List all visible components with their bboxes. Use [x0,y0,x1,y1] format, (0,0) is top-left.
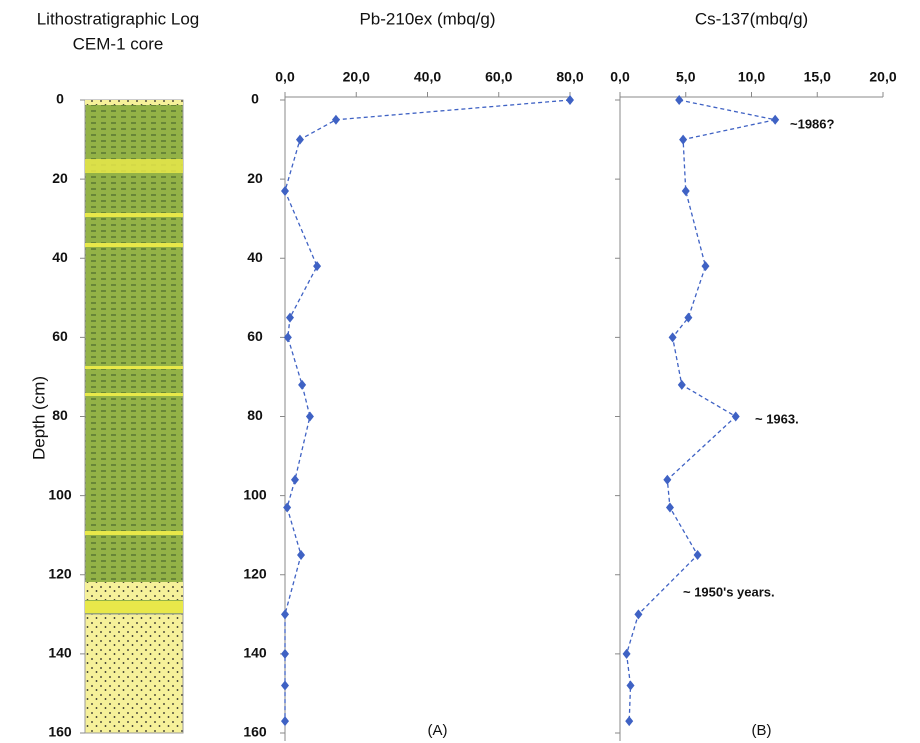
y-tick-label: 100 [243,486,267,502]
y-axis-label: Depth (cm) [29,376,48,460]
y-tick-label: 40 [52,249,68,265]
x-tick-label: 10,0 [738,69,765,85]
data-point [701,261,710,272]
x-tick-label: 20,0 [343,69,370,85]
log-title: Lithostratigraphic Log [37,9,200,28]
data-point [684,312,693,323]
x-tick-label: 0,0 [275,69,295,85]
data-point [625,716,634,727]
x-tick-label: 40,0 [414,69,441,85]
y-tick-label: 80 [247,407,263,423]
data-point [283,332,292,343]
data-point [681,185,690,196]
data-point [281,680,289,691]
y-tick-label: 140 [48,645,72,661]
x-tick-label: 0,0 [610,69,630,85]
panel-label: (A) [428,722,448,739]
data-point [663,474,672,485]
data-point [295,134,304,145]
x-tick-label: 60,0 [485,69,512,85]
y-tick-label: 20 [52,170,68,186]
data-point [283,502,292,513]
series-line [284,99,571,722]
data-point [290,474,299,485]
x-tick-label: 80,0 [556,69,583,85]
data-point [281,185,289,196]
data-point [566,95,574,105]
data-point [679,134,688,145]
annotation: ~ 1963. [755,411,799,426]
data-point [281,648,289,659]
annotation: ~1986? [790,116,835,131]
lithology-log [84,99,184,734]
data-point [298,379,307,390]
data-point [331,114,340,125]
data-point [622,648,631,659]
panel-label: (B) [752,722,772,739]
data-point [693,549,702,560]
y-tick-label: 0 [251,91,259,107]
data-point [771,114,780,125]
y-tick-label: 60 [52,328,68,344]
chart-title: Pb-210ex (mbq/g) [359,9,495,28]
series-line [625,99,776,722]
data-point [297,549,306,560]
log-title: CEM-1 core [73,34,164,53]
data-point [285,312,294,323]
y-tick-label: 140 [243,645,267,661]
data-point [675,95,684,105]
data-point [665,502,674,513]
y-tick-label: 40 [247,249,263,265]
y-tick-label: 20 [247,170,263,186]
y-tick-label: 60 [247,328,263,344]
y-tick-label: 160 [243,724,267,740]
y-tick-label: 120 [48,565,72,581]
x-tick-label: 15,0 [804,69,831,85]
y-tick-label: 160 [48,724,72,740]
data-point [634,609,643,620]
x-tick-label: 5,0 [676,69,696,85]
data-point [626,680,635,691]
x-tick-label: 20,0 [869,69,896,85]
data-point [731,411,740,422]
data-point [313,261,322,272]
y-tick-label: 0 [56,91,64,107]
annotation: ~ 1950's years. [683,584,775,599]
data-point [281,716,289,727]
chart-title: Cs-137(mbq/g) [695,9,808,28]
data-point [305,411,314,422]
data-point [281,609,289,620]
y-tick-label: 100 [48,486,72,502]
data-point [677,379,686,390]
y-tick-label: 120 [243,565,267,581]
y-tick-label: 80 [52,407,68,423]
data-point [668,332,677,343]
